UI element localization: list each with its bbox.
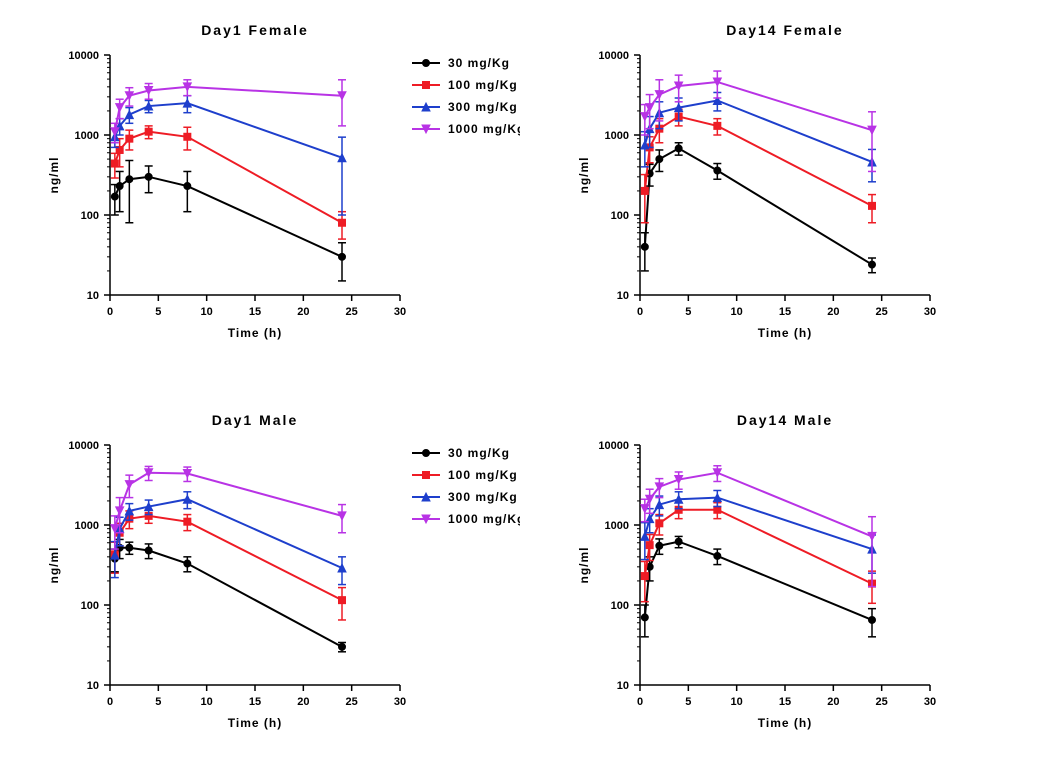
legend-label: 300 mg/Kg [448,490,518,504]
xtick-label: 20 [827,696,839,708]
xtick-label: 25 [346,696,358,708]
xtick-label: 25 [346,306,358,318]
panel-title: Day14 Female [726,22,843,38]
xtick-label: 5 [155,306,161,318]
ytick-label: 100 [611,600,629,612]
xtick-label: 10 [731,306,743,318]
ytick-label: 1000 [75,520,99,532]
ytick-label: 10000 [598,440,629,452]
legend-item-s30: 30 mg/Kg [412,446,510,460]
xtick-label: 25 [876,306,888,318]
series-s100 [641,109,876,223]
ytick-label: 10 [617,680,629,692]
legend-item-s100: 100 mg/Kg [412,468,518,482]
series-s100 [111,126,346,239]
legend-item-s1000: 1000 mg/Kg [412,512,520,526]
series-s300 [641,92,876,181]
xtick-label: 5 [685,696,691,708]
xtick-label: 20 [827,306,839,318]
series-s30 [641,536,876,636]
legend-label: 100 mg/Kg [448,468,518,482]
y-axis-label: ng/ml [577,547,591,584]
ytick-label: 10 [617,290,629,302]
xtick-label: 15 [249,696,261,708]
legend-item-s1000: 1000 mg/Kg [412,122,520,136]
series-s30 [641,143,876,273]
x-axis-label: Time (h) [758,716,812,730]
xtick-label: 10 [201,306,213,318]
ytick-label: 10 [87,290,99,302]
x-axis-label: Time (h) [228,326,282,340]
panel-day14_male: Day14 Male 0 5 10 15 20 25 30 10 100 1000 10000 Time… [570,405,1050,765]
xtick-label: 10 [731,696,743,708]
xtick-label: 20 [297,696,309,708]
legend-item-s300: 300 mg/Kg [412,490,518,504]
xtick-label: 0 [107,696,113,708]
y-axis-label: ng/ml [47,157,61,194]
legend-label: 100 mg/Kg [448,78,518,92]
xtick-label: 30 [394,306,406,318]
panel-title: Day14 Male [737,412,833,428]
legend: 30 mg/Kg 100 mg/Kg 300 mg/Kg 1000 mg/Kg [412,446,520,526]
xtick-label: 25 [876,696,888,708]
legend: 30 mg/Kg 100 mg/Kg 300 mg/Kg 1000 mg/Kg [412,56,520,136]
ytick-label: 10 [87,680,99,692]
legend-item-s300: 300 mg/Kg [412,100,518,114]
legend-label: 30 mg/Kg [448,446,510,460]
legend-label: 300 mg/Kg [448,100,518,114]
ytick-label: 100 [81,600,99,612]
xtick-label: 15 [249,306,261,318]
series-s300 [641,490,876,573]
ytick-label: 1000 [605,520,629,532]
series-s300 [111,492,346,585]
series-s100 [111,510,346,620]
ytick-label: 100 [611,210,629,222]
xtick-label: 30 [394,696,406,708]
ytick-label: 1000 [605,130,629,142]
panel-day1_male: Day1 Male 0 5 10 15 20 25 30 10 100 1000 10000 Time … [40,405,520,765]
ytick-label: 10000 [68,50,99,62]
panel-title: Day1 Male [212,412,298,428]
series-s300 [111,96,346,215]
xtick-label: 0 [107,306,113,318]
legend-label: 1000 mg/Kg [448,122,520,136]
panel-day14_female: Day14 Female 0 5 10 15 20 25 30 10 100 1000 10000 Ti… [570,15,1050,375]
pk-figure: Day1 Female05101520253010100100010000Tim… [0,0,1060,775]
ytick-label: 10000 [68,440,99,452]
xtick-label: 20 [297,306,309,318]
series-s30 [111,539,346,651]
xtick-label: 5 [685,306,691,318]
x-axis-label: Time (h) [228,716,282,730]
panel-title: Day1 Female [201,22,309,38]
ytick-label: 100 [81,210,99,222]
legend-label: 30 mg/Kg [448,56,510,70]
xtick-label: 0 [637,696,643,708]
xtick-label: 30 [924,306,936,318]
ytick-label: 1000 [75,130,99,142]
series-s30 [111,161,346,281]
legend-item-s30: 30 mg/Kg [412,56,510,70]
xtick-label: 10 [201,696,213,708]
xtick-label: 15 [779,696,791,708]
xtick-label: 5 [155,696,161,708]
xtick-label: 30 [924,696,936,708]
series-s100 [641,503,876,604]
legend-label: 1000 mg/Kg [448,512,520,526]
ytick-label: 10000 [598,50,629,62]
y-axis-label: ng/ml [577,157,591,194]
y-axis-label: ng/ml [47,547,61,584]
xtick-label: 0 [637,306,643,318]
xtick-label: 15 [779,306,791,318]
x-axis-label: Time (h) [758,326,812,340]
legend-item-s100: 100 mg/Kg [412,78,518,92]
panel-day1_female: Day1 Female 0 5 10 15 20 25 30 10 100 1000 10000 Tim… [40,15,520,375]
